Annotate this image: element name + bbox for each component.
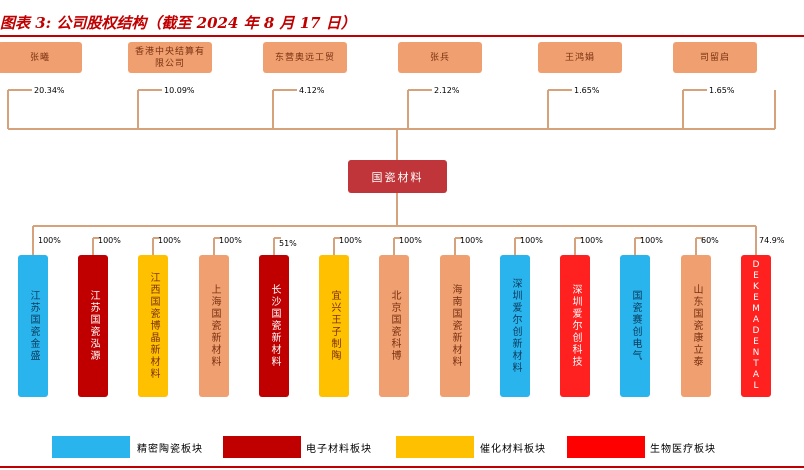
legend-swatch bbox=[52, 436, 130, 458]
subsidiary-pct: 100% bbox=[219, 236, 242, 245]
subsidiary-box: 宜兴王子制陶 bbox=[319, 255, 349, 397]
shareholder-name: 东营奥远工贸 bbox=[274, 52, 335, 63]
subsidiary-box: 江苏国瓷泓源 bbox=[78, 255, 108, 397]
subsidiary-pct: 100% bbox=[399, 236, 422, 245]
subsidiary-pct: 74.9% bbox=[759, 236, 785, 245]
company-name: 国瓷材料 bbox=[371, 170, 424, 184]
subsidiary-name: 国瓷赛创电气 bbox=[630, 290, 641, 362]
page-title: 图表 3: 公司股权结构（截至 2024 年 8 月 17 日） bbox=[0, 14, 356, 32]
shareholder-box: 香港中央结算有限公司 bbox=[128, 42, 212, 73]
subsidiary-name: 海南国瓷新材料 bbox=[450, 284, 461, 368]
subsidiary-name: 宜兴王子制陶 bbox=[329, 290, 340, 362]
legend-swatch bbox=[396, 436, 474, 458]
subsidiary-name: 北京国瓷科博 bbox=[389, 290, 400, 362]
subsidiary-pct: 100% bbox=[38, 236, 61, 245]
shareholder-box: 王鸿娟 bbox=[538, 42, 622, 73]
subsidiary-pct: 60% bbox=[701, 236, 719, 245]
shareholder-pct: 10.09% bbox=[164, 86, 195, 95]
legend-label: 精密陶瓷板块 bbox=[137, 444, 203, 455]
legend-swatch bbox=[223, 436, 301, 458]
subsidiary-box: 江西国瓷博晶新材料 bbox=[138, 255, 168, 397]
shareholder-pct: 2.12% bbox=[434, 86, 460, 95]
subsidiary-pct: 100% bbox=[98, 236, 121, 245]
subsidiary-box: 江苏国瓷金盛 bbox=[18, 255, 48, 397]
subsidiary-pct: 100% bbox=[580, 236, 603, 245]
legend-label: 催化材料板块 bbox=[480, 444, 546, 455]
shareholder-box: 东营奥远工贸 bbox=[263, 42, 347, 73]
legend-label: 生物医疗板块 bbox=[650, 444, 716, 455]
subsidiary-box: DEKEMADENTAL bbox=[741, 255, 771, 397]
shareholder-name: 王鸿娟 bbox=[564, 52, 595, 63]
subsidiary-pct: 100% bbox=[640, 236, 663, 245]
subsidiary-box: 上海国瓷新材料 bbox=[199, 255, 229, 397]
subsidiary-name: 山东国瓷康立泰 bbox=[691, 284, 702, 368]
subsidiary-box: 北京国瓷科博 bbox=[379, 255, 409, 397]
shareholder-box: 张曦 bbox=[0, 42, 82, 73]
subsidiary-box: 山东国瓷康立泰 bbox=[681, 255, 711, 397]
subsidiary-box: 深圳爱尔创新材料 bbox=[500, 255, 530, 397]
subsidiary-pct: 51% bbox=[279, 239, 297, 248]
shareholder-pct: 20.34% bbox=[34, 86, 65, 95]
subsidiary-pct: 100% bbox=[460, 236, 483, 245]
shareholder-box: 张兵 bbox=[398, 42, 482, 73]
subsidiary-name: 上海国瓷新材料 bbox=[209, 284, 220, 368]
subsidiary-box: 国瓷赛创电气 bbox=[620, 255, 650, 397]
subsidiary-name: DEKEMADENTAL bbox=[751, 260, 761, 392]
subsidiary-box: 海南国瓷新材料 bbox=[440, 255, 470, 397]
shareholder-pct: 1.65% bbox=[574, 86, 600, 95]
legend-label: 电子材料板块 bbox=[306, 444, 372, 455]
subsidiary-name: 江西国瓷博晶新材料 bbox=[148, 272, 159, 380]
shareholder-pct: 1.65% bbox=[709, 86, 735, 95]
shareholder-name: 张兵 bbox=[429, 52, 450, 63]
subsidiary-box: 长沙国瓷新材料 bbox=[259, 255, 289, 397]
legend-swatch bbox=[567, 436, 645, 458]
subsidiary-name: 江苏国瓷金盛 bbox=[28, 290, 39, 362]
shareholder-name: 张曦 bbox=[29, 52, 50, 63]
company-box: 国瓷材料 bbox=[348, 160, 447, 193]
bottom-rule bbox=[0, 466, 804, 468]
subsidiary-name: 长沙国瓷新材料 bbox=[269, 284, 280, 368]
subsidiary-name: 深圳爱尔创科技 bbox=[570, 284, 581, 368]
subsidiary-name: 江苏国瓷泓源 bbox=[88, 290, 99, 362]
subsidiary-box: 深圳爱尔创科技 bbox=[560, 255, 590, 397]
subsidiary-pct: 100% bbox=[158, 236, 181, 245]
shareholder-name: 香港中央结算有限公司 bbox=[135, 46, 206, 69]
shareholder-name: 司留启 bbox=[699, 52, 730, 63]
subsidiary-pct: 100% bbox=[520, 236, 543, 245]
shareholder-box: 司留启 bbox=[673, 42, 757, 73]
title-rule bbox=[0, 35, 804, 37]
subsidiary-pct: 100% bbox=[339, 236, 362, 245]
shareholder-pct: 4.12% bbox=[299, 86, 325, 95]
subsidiary-name: 深圳爱尔创新材料 bbox=[510, 278, 521, 374]
